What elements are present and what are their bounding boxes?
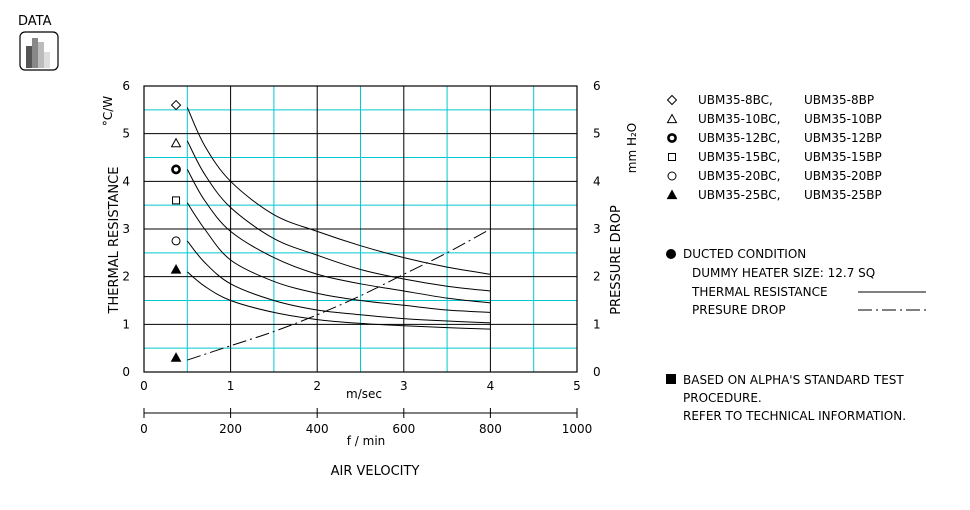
y-right-tick-label: 0 [593, 365, 601, 379]
bar-chart-icon [19, 31, 59, 71]
y-left-tick-label: 0 [122, 365, 130, 379]
legend-model-bp: UBM35-12BP [804, 131, 882, 145]
x-tick-label: 5 [573, 379, 581, 393]
y-left-ticks: 0 1 2 3 4 5 6 [122, 79, 130, 379]
thermal-curve-ubm35-10bc [186, 140, 491, 292]
y-left-axis-label: THERMAL RESISTANCE [107, 167, 122, 315]
y-right-tick-label: 6 [593, 79, 601, 93]
note-line-1: BASED ON ALPHA'S STANDARD TEST [683, 373, 904, 387]
note-line-2: PROCEDURE. [683, 391, 762, 405]
thermal-curve-ubm35-20bc [186, 240, 491, 324]
x-ticks: 0 1 2 3 4 5 [140, 379, 581, 393]
legend-model-bc: UBM35-20BC, [698, 169, 780, 183]
legend-model-bc: UBM35-15BC, [698, 150, 780, 164]
y-right-tick-label: 4 [593, 174, 601, 188]
x-tick-label: 1 [227, 379, 235, 393]
bullet-dot-icon [666, 249, 676, 259]
note-line-3: REFER TO TECHNICAL INFORMATION. [683, 409, 906, 423]
marker-ubm35-15bc [172, 196, 181, 205]
legend-model-bp: UBM35-10BP [804, 112, 882, 126]
pressure-drop-curve [187, 228, 491, 361]
x2-tick-label: 0 [140, 422, 148, 436]
marker-pressure-drop [170, 352, 182, 362]
legend-model-bc: UBM35-8BC, [698, 93, 773, 107]
thermal-legend-label: THERMAL RESISTANCE [691, 285, 828, 299]
marker-ubm35-20bc [171, 236, 181, 246]
legend-marker-2 [667, 133, 677, 143]
legend-marker-5 [666, 189, 678, 200]
marker-ubm35-25bc [170, 263, 182, 274]
x-axis-label: m/sec [346, 387, 382, 401]
legend-model-bc: UBM35-12BC, [698, 131, 780, 145]
legend-marker-1 [666, 113, 678, 124]
x2-tick-label: 200 [219, 422, 242, 436]
pressure-legend-label: PRESURE DROP [692, 303, 786, 317]
marker-ubm35-8bc [170, 99, 182, 111]
data-heading: DATA [18, 14, 52, 29]
thermal-curve-ubm35-12bc [186, 169, 491, 304]
marker-ubm35-10bc [170, 137, 182, 148]
secondary-x-axis-label: f / min [347, 434, 386, 448]
x2-ticks: 0 200 400 600 800 1000 [140, 408, 592, 436]
y-left-tick-label: 4 [122, 174, 130, 188]
condition-title: DUCTED CONDITION [683, 247, 806, 261]
bullet-square-icon [666, 374, 676, 384]
x2-tick-label: 1000 [562, 422, 593, 436]
thermal-curve-ubm35-15bc [186, 202, 491, 313]
y-left-tick-label: 1 [122, 317, 130, 331]
y-left-tick-label: 5 [122, 127, 130, 141]
y-left-tick-label: 3 [122, 222, 130, 236]
y-right-tick-label: 2 [593, 270, 601, 284]
y-right-axis-label: PRESSURE DROP [609, 205, 624, 315]
legend-marker-4 [667, 171, 677, 181]
thermal-curve-ubm35-25bc [186, 271, 491, 330]
pressure-curve [187, 228, 491, 361]
y-right-tick-label: 3 [593, 222, 601, 236]
marker-ubm35-12bc [171, 164, 181, 175]
x-caption: AIR VELOCITY [331, 464, 420, 479]
legend-marker-0 [666, 94, 678, 106]
x2-tick-label: 800 [479, 422, 502, 436]
legend-model-bp: UBM35-15BP [804, 150, 882, 164]
y-right-unit: mm H₂O [625, 123, 639, 173]
legend-model-bc: UBM35-25BC, [698, 188, 780, 202]
plot-frame [143, 85, 578, 373]
legend-model-bp: UBM35-20BP [804, 169, 882, 183]
y-left-tick-label: 2 [122, 270, 130, 284]
x2-tick-label: 600 [392, 422, 415, 436]
legend-model-bp: UBM35-25BP [804, 188, 882, 202]
thermal-curve-ubm35-8bc [186, 107, 491, 275]
y-left-unit: °C/W [101, 96, 115, 126]
x-tick-label: 3 [400, 379, 408, 393]
y-right-ticks: 0 1 2 3 4 5 6 [593, 79, 601, 379]
legend-models: UBM35-8BC, UBM35-8BP UBM35-10BC, UBM35-10BP… [666, 93, 882, 202]
x-tick-label: 4 [487, 379, 495, 393]
y-right-tick-label: 1 [593, 317, 601, 331]
heater-size: DUMMY HEATER SIZE: 12.7 SQ [692, 266, 875, 280]
legend-model-bc: UBM35-10BC, [698, 112, 780, 126]
legend-marker-3 [668, 153, 676, 161]
legend-model-bp: UBM35-8BP [804, 93, 874, 107]
x-tick-label: 0 [140, 379, 148, 393]
y-right-tick-label: 5 [593, 127, 601, 141]
x-tick-label: 2 [313, 379, 321, 393]
series-markers [170, 99, 182, 362]
x2-tick-label: 400 [306, 422, 329, 436]
thermal-curves [186, 107, 491, 330]
y-left-tick-label: 6 [122, 79, 130, 93]
